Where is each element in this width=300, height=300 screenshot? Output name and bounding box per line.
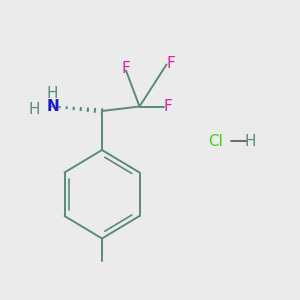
Text: H: H [47, 85, 58, 100]
Text: Cl: Cl [208, 134, 224, 148]
Text: F: F [164, 99, 172, 114]
Text: H: H [245, 134, 256, 148]
Text: F: F [167, 56, 176, 70]
Text: F: F [122, 61, 130, 76]
Text: H: H [29, 102, 40, 117]
Text: N: N [46, 99, 59, 114]
